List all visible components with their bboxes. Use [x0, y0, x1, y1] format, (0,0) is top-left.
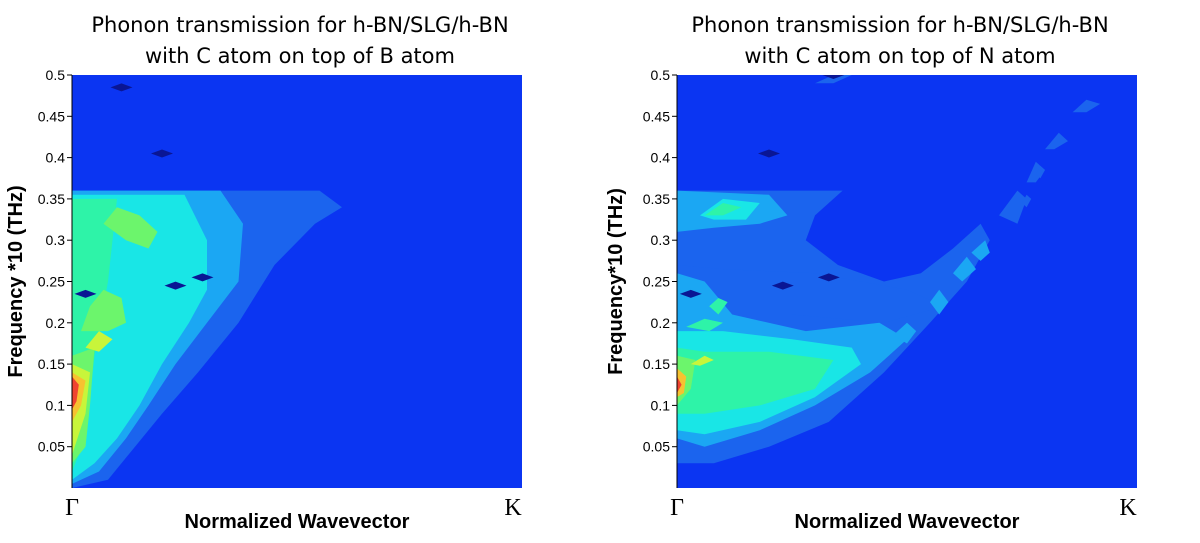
dark-spot [771, 281, 794, 290]
y-tick-label: 0.2 [46, 315, 66, 331]
contour-region [677, 265, 944, 323]
y-tick-label: 0.5 [46, 67, 66, 83]
chart-title: Phonon transmission for h-BN/SLG/h-BN wi… [600, 10, 1200, 72]
contour-region [103, 207, 158, 249]
contour-region [677, 347, 834, 414]
y-tick-label: 0.25 [643, 274, 670, 290]
panel-left: Phonon transmission for h-BN/SLG/h-BN wi… [0, 10, 600, 533]
contour-region [72, 376, 79, 410]
contour-region [1022, 194, 1032, 208]
y-tick-label: 0.2 [651, 315, 671, 331]
y-tick-label: 0.1 [651, 397, 671, 413]
x-axis-label: Normalized Wavevector [185, 511, 410, 533]
y-tick-label: 0.35 [38, 191, 65, 207]
dark-spot [164, 281, 187, 290]
contour-region [953, 256, 976, 282]
contour-region [690, 355, 714, 366]
y-tick-label: 0.35 [643, 191, 670, 207]
x-tick-label-gamma: Γ [670, 495, 684, 521]
contour-region [815, 75, 852, 84]
x-tick-label-gamma: Γ [65, 495, 79, 521]
chart-title-line-1: Phonon transmission for h-BN/SLG/h-BN [91, 13, 509, 37]
y-tick-label: 0.45 [38, 108, 65, 124]
contour-region [85, 331, 113, 352]
y-tick-label: 0.05 [38, 439, 65, 455]
chart-title: Phonon transmission for h-BN/SLG/h-BN wi… [0, 10, 600, 72]
chart-title-line-1: Phonon transmission for h-BN/SLG/h-BN [691, 13, 1109, 37]
dark-spot [758, 149, 780, 158]
dark-spot [151, 149, 173, 158]
chart-title-line-2: with C atom on top of N atom [744, 44, 1056, 68]
contour-region [677, 376, 682, 393]
contour-region [1045, 132, 1068, 150]
y-tick-label: 0.3 [651, 232, 671, 248]
dark-spot [822, 75, 845, 79]
contour-region [999, 190, 1027, 224]
y-tick-label: 0.05 [643, 439, 670, 455]
contour-layer [677, 75, 1101, 464]
contour-layer [72, 83, 342, 488]
contour-region [704, 203, 742, 216]
contour-region [930, 289, 949, 315]
x-axis-label: Normalized Wavevector [795, 511, 1020, 533]
contour-region [971, 240, 990, 261]
panel-right: Phonon transmission for h-BN/SLG/h-BN wi… [600, 0, 1200, 543]
y-tick-label: 0.5 [651, 67, 671, 83]
y-tick-label: 0.4 [651, 150, 671, 166]
y-tick-label: 0.1 [46, 397, 66, 413]
heatmap-plot: 0.05 0.1 0.15 0.2 0.25 0.3 0.35 0.4 0.45 0.5 Γ K Nor… [605, 67, 1137, 533]
heatmap-plot: 0.05 0.1 0.15 0.2 0.25 0.3 0.35 0.4 0.45 0.5 Γ K Nor… [5, 67, 522, 533]
dark-spot [817, 273, 840, 282]
dark-spot [191, 273, 214, 282]
contour-region [893, 322, 917, 344]
dark-spot [110, 83, 133, 92]
contour-region [686, 318, 723, 332]
y-tick-label: 0.4 [46, 150, 66, 166]
chart-title-line-2: with C atom on top of B atom [145, 44, 455, 68]
dark-spot [679, 289, 702, 298]
y-axis-label: Frequency*10 (THz) [605, 188, 627, 375]
contour-region [709, 298, 728, 315]
y-tick-label: 0.45 [643, 108, 670, 124]
contour-region [1035, 165, 1045, 179]
contour-region [677, 368, 687, 398]
contour-region [81, 289, 126, 332]
x-tick-label-k: K [504, 495, 522, 521]
contour-region [1072, 99, 1101, 113]
y-tick-label: 0.15 [643, 356, 670, 372]
dark-spot [74, 289, 97, 298]
y-tick-label: 0.15 [38, 356, 65, 372]
y-axis-label: Frequency *10 (THz) [5, 185, 27, 377]
y-tick-label: 0.3 [46, 232, 66, 248]
y-tick-label: 0.25 [38, 274, 65, 290]
x-tick-label-k: K [1119, 495, 1137, 521]
